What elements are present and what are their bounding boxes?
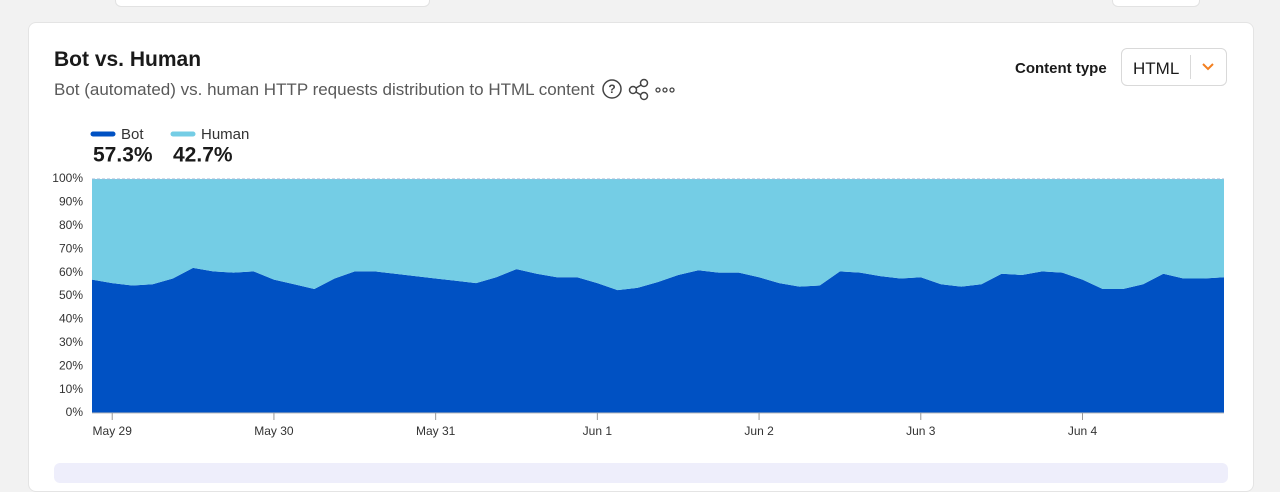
legend-total: 57.3% [93, 144, 153, 167]
y-tick-label: 70% [59, 241, 83, 255]
select-divider [1190, 55, 1191, 79]
card-title: Bot vs. Human [54, 48, 202, 71]
x-tick-label: May 31 [416, 424, 456, 438]
y-tick-label: 30% [59, 335, 83, 349]
share-icon[interactable] [628, 78, 649, 101]
x-tick-label: Jun 4 [1068, 424, 1098, 438]
x-tick-label: Jun 1 [583, 424, 613, 438]
y-tick-label: 90% [59, 195, 83, 209]
more-icon[interactable] [655, 87, 675, 93]
y-tick-label: 20% [59, 358, 83, 372]
y-tick-label: 0% [66, 405, 84, 419]
select-value: HTML [1133, 59, 1180, 78]
card-subtitle: Bot (automated) vs. human HTTP requests … [54, 80, 595, 99]
chevron [1202, 63, 1214, 71]
y-tick-label: 60% [59, 265, 83, 279]
content-type-select[interactable]: HTML [1121, 48, 1227, 86]
content-type-label: Content type [1015, 60, 1107, 77]
y-tick-label: 80% [59, 218, 83, 232]
area-0 [92, 267, 1224, 413]
x-tick-label: Jun 2 [744, 424, 774, 438]
y-tick-label: 40% [59, 312, 83, 326]
legend-label: Human [201, 126, 249, 143]
y-tick-label: 100% [52, 171, 83, 185]
help-icon[interactable] [602, 79, 622, 99]
x-tick-label: Jun 3 [906, 424, 936, 438]
help-glyph: ? [608, 82, 615, 96]
y-tick-label: 50% [59, 288, 83, 302]
chart: 0% 10% 20% 30% 40% 50% 60% 70% 80% 90% 100% May 29 M… [52, 126, 1224, 438]
y-tick-label: 10% [59, 382, 83, 396]
legend-total: 42.7% [173, 144, 233, 167]
x-tick-label: May 30 [254, 424, 294, 438]
page: Bot vs. Human Bot (automated) vs. human … [28, 0, 1254, 492]
icons: ? [602, 78, 675, 101]
x-tick-label: May 29 [93, 424, 133, 438]
area-1 [92, 179, 1224, 291]
legend-label: Bot [121, 126, 144, 143]
